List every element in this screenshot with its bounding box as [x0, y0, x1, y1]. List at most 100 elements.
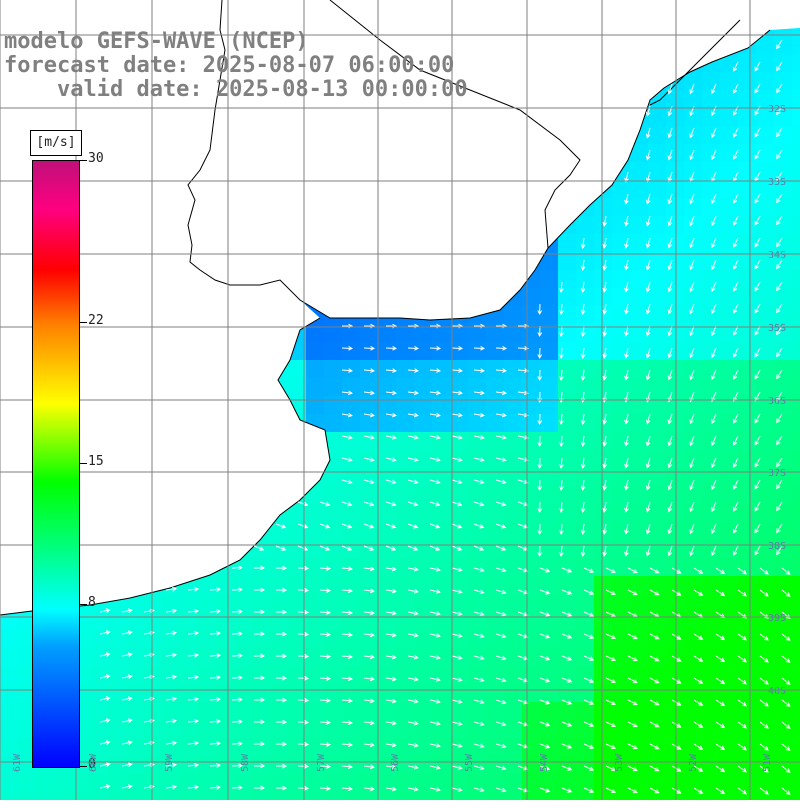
wind-arrow: [667, 457, 673, 469]
speed-cell: [522, 792, 541, 804]
wind-arrow: [495, 390, 507, 396]
wind-arrow: [559, 435, 564, 447]
speed-cell: [414, 342, 433, 361]
wind-arrow: [99, 586, 111, 591]
speed-cell: [360, 324, 379, 343]
wind-arrow: [451, 390, 463, 396]
speed-cell: [450, 432, 469, 451]
speed-cell: [576, 702, 595, 721]
wind-arrow: [711, 347, 717, 359]
wind-arrow: [231, 697, 244, 703]
wind-arrow: [776, 61, 783, 72]
wind-arrow: [495, 611, 507, 617]
longitude-label: 52W: [688, 753, 699, 772]
speed-cell: [234, 792, 253, 804]
speed-cell: [774, 774, 793, 793]
wind-arrow: [495, 345, 508, 351]
speed-cell: [756, 756, 775, 775]
speed-cell: [774, 144, 793, 163]
speed-cell: [738, 414, 757, 433]
speed-cell: [90, 792, 109, 804]
speed-cell: [378, 414, 397, 433]
speed-cell: [684, 216, 703, 235]
speed-cell: [486, 594, 505, 613]
speed-cell: [144, 702, 163, 721]
speed-cell: [612, 432, 631, 451]
wind-arrow: [495, 479, 507, 485]
speed-cell: [756, 486, 775, 505]
speed-cell: [648, 666, 667, 685]
speed-cell: [450, 486, 469, 505]
wind-arrow: [732, 523, 739, 534]
speed-cell: [648, 432, 667, 451]
speed-cell: [720, 756, 739, 775]
wind-arrow: [429, 368, 442, 373]
speed-cell: [558, 396, 577, 415]
wind-arrow: [187, 608, 199, 614]
wind-arrow: [429, 655, 441, 660]
wind-arrow: [385, 457, 397, 462]
speed-cell: [468, 324, 487, 343]
wind-arrow: [667, 149, 673, 161]
speed-cell: [774, 36, 793, 55]
wind-arrow: [776, 259, 783, 270]
speed-cell: [756, 414, 775, 433]
speed-cell: [486, 720, 505, 739]
speed-cell: [540, 468, 559, 487]
speed-cell: [486, 792, 505, 804]
speed-cell: [324, 702, 343, 721]
speed-cell: [144, 612, 163, 631]
speed-cell: [396, 720, 415, 739]
wind-arrow: [275, 609, 288, 615]
speed-cell: [540, 756, 559, 775]
wind-arrow: [649, 589, 660, 596]
latitude-label: 35S: [768, 323, 787, 334]
speed-cell: [612, 378, 631, 397]
wind-arrow: [319, 654, 332, 659]
wind-arrow: [539, 787, 551, 793]
wind-arrow: [732, 61, 739, 72]
wind-arrow: [667, 325, 673, 337]
speed-cell: [702, 558, 721, 577]
speed-cell: [648, 576, 667, 595]
speed-cell: [540, 432, 559, 451]
wind-arrow: [319, 742, 332, 747]
wind-arrow: [649, 633, 660, 640]
wind-arrow: [495, 567, 507, 573]
speed-cell: [270, 594, 289, 613]
speed-cell: [378, 630, 397, 649]
speed-cell: [396, 774, 415, 793]
speed-cell: [792, 288, 800, 307]
speed-cell: [396, 432, 415, 451]
wind-arrow: [385, 479, 397, 485]
speed-cell: [432, 504, 451, 523]
speed-cell: [414, 324, 433, 343]
wind-arrow: [539, 567, 551, 573]
speed-cell: [360, 612, 379, 631]
speed-cell: [342, 522, 361, 541]
wind-arrow: [624, 259, 629, 271]
speed-cell: [360, 558, 379, 577]
wind-arrow: [776, 391, 783, 402]
wind-arrow: [363, 412, 375, 418]
wind-arrow: [495, 545, 507, 551]
speed-cell: [756, 396, 775, 415]
wind-arrow: [209, 565, 222, 570]
speed-cell: [396, 792, 415, 804]
speed-cell: [90, 756, 109, 775]
wind-arrow: [602, 347, 608, 359]
wind-arrow: [689, 83, 695, 95]
speed-cell: [486, 504, 505, 523]
wind-arrow: [605, 633, 616, 640]
speed-cell: [252, 630, 271, 649]
speed-cell: [324, 792, 343, 804]
speed-cell: [540, 612, 559, 631]
wind-arrow: [776, 39, 783, 50]
speed-cell: [720, 684, 739, 703]
speed-cell: [108, 738, 127, 757]
speed-cell: [432, 414, 451, 433]
wind-arrow: [187, 674, 199, 680]
wind-arrow: [451, 633, 463, 638]
wind-arrow: [363, 435, 375, 440]
speed-cell: [612, 630, 631, 649]
